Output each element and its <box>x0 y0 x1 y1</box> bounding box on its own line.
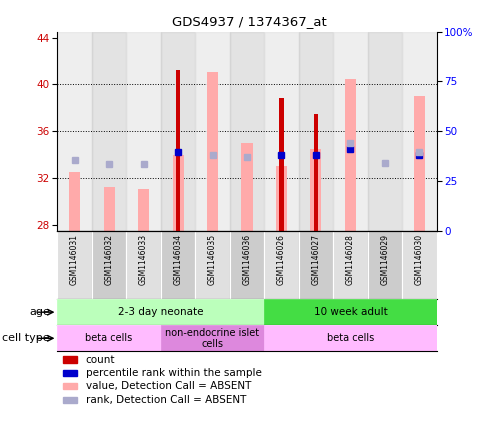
Bar <box>63 397 77 403</box>
Bar <box>264 231 299 299</box>
Bar <box>195 231 230 299</box>
Text: beta cells: beta cells <box>327 333 374 343</box>
Text: GSM1146030: GSM1146030 <box>415 234 424 285</box>
Bar <box>264 325 437 352</box>
Text: GSM1146035: GSM1146035 <box>208 234 217 285</box>
Bar <box>230 231 264 299</box>
Bar <box>230 32 264 231</box>
Bar <box>92 32 126 231</box>
Bar <box>173 155 184 231</box>
Text: GSM1146029: GSM1146029 <box>380 234 389 285</box>
Bar <box>299 32 333 231</box>
Bar <box>414 96 425 231</box>
Text: GSM1146028: GSM1146028 <box>346 234 355 285</box>
Bar <box>161 32 195 231</box>
Text: non-endocrine islet
cells: non-endocrine islet cells <box>166 327 259 349</box>
Text: age: age <box>29 307 50 317</box>
Bar <box>57 32 92 231</box>
Bar <box>345 79 356 231</box>
Bar <box>92 231 126 299</box>
Text: percentile rank within the sample: percentile rank within the sample <box>86 368 261 378</box>
Bar <box>279 99 284 231</box>
Bar <box>161 231 195 299</box>
Bar <box>333 231 368 299</box>
Bar <box>104 187 115 231</box>
Text: GSM1146027: GSM1146027 <box>311 234 320 285</box>
Bar <box>310 149 321 231</box>
Bar <box>264 32 299 231</box>
Bar <box>63 370 77 376</box>
Bar <box>57 299 264 325</box>
Bar <box>57 231 92 299</box>
Bar <box>176 70 181 231</box>
Bar <box>63 357 77 363</box>
Bar <box>368 32 402 231</box>
Bar <box>69 172 80 231</box>
Text: GSM1146033: GSM1146033 <box>139 234 148 285</box>
Text: GSM1146031: GSM1146031 <box>70 234 79 285</box>
Bar <box>299 231 333 299</box>
Text: count: count <box>86 354 115 365</box>
Bar <box>368 231 402 299</box>
Bar <box>333 32 368 231</box>
Text: GSM1146032: GSM1146032 <box>105 234 114 285</box>
Bar <box>402 32 437 231</box>
Text: GSM1146026: GSM1146026 <box>277 234 286 285</box>
Text: GDS4937 / 1374367_at: GDS4937 / 1374367_at <box>172 15 327 28</box>
Bar <box>126 231 161 299</box>
Bar <box>161 325 264 352</box>
Bar <box>402 231 437 299</box>
Text: value, Detection Call = ABSENT: value, Detection Call = ABSENT <box>86 381 251 391</box>
Bar <box>63 383 77 390</box>
Text: 2-3 day neonate: 2-3 day neonate <box>118 307 204 317</box>
Text: GSM1146036: GSM1146036 <box>243 234 251 285</box>
Text: 10 week adult: 10 week adult <box>313 307 387 317</box>
Bar <box>276 166 287 231</box>
Text: beta cells: beta cells <box>85 333 133 343</box>
Bar <box>207 71 218 231</box>
Bar <box>138 189 149 231</box>
Bar <box>313 114 318 231</box>
Bar <box>242 143 252 231</box>
Bar <box>264 299 437 325</box>
Text: cell type: cell type <box>2 333 50 343</box>
Bar <box>195 32 230 231</box>
Bar <box>57 325 161 352</box>
Text: rank, Detection Call = ABSENT: rank, Detection Call = ABSENT <box>86 395 246 405</box>
Text: GSM1146034: GSM1146034 <box>174 234 183 285</box>
Bar <box>126 32 161 231</box>
